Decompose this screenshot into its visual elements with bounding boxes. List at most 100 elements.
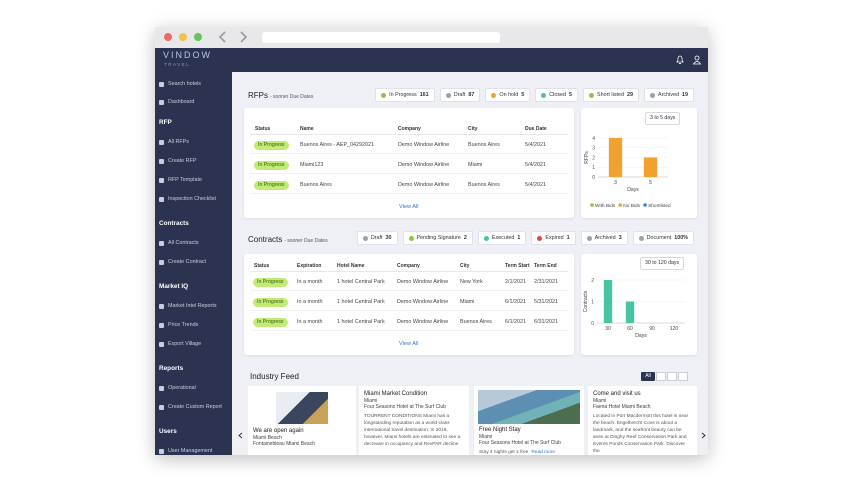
bell-icon[interactable] (675, 55, 685, 65)
sidebar-icon (159, 139, 164, 145)
url-bar[interactable] (262, 32, 500, 43)
status-badge[interactable]: Expired 1 (531, 231, 576, 245)
section-title-text: RFPs (248, 91, 268, 100)
status-badge[interactable]: Short listed 29 (583, 88, 640, 102)
table-cell: Miami (468, 162, 483, 168)
badge-icon (586, 235, 592, 241)
column-header[interactable]: Hotel Name (337, 263, 365, 269)
status-pill: In Progress (254, 180, 289, 190)
status-pill: In Progress (253, 317, 288, 327)
sidebar-icon (159, 158, 164, 164)
feed-filter-icon[interactable] (678, 372, 688, 381)
sidebar-link[interactable]: Inspection Checklist (168, 196, 216, 202)
status-pill: In Progress (254, 160, 289, 170)
column-header[interactable]: City (460, 263, 470, 269)
status-badge[interactable]: On hold 5 (485, 88, 531, 102)
column-header[interactable]: Term Start (505, 263, 530, 269)
sidebar-link[interactable]: User Management (168, 448, 213, 454)
legend-label: With Bids (595, 203, 616, 209)
column-header[interactable]: Due Date (525, 126, 547, 132)
sidebar-icon (159, 404, 164, 410)
legend-label: No Bids (623, 203, 640, 209)
close-dot[interactable] (164, 33, 172, 41)
status-badge[interactable]: Draft 30 (356, 231, 398, 245)
sidebar-link[interactable]: Market Intel Reports (168, 303, 217, 309)
sidebar-link[interactable]: All Contracts (168, 240, 199, 246)
y-tick-label: 0 (592, 175, 595, 181)
chart-panel (581, 254, 697, 355)
status-badge[interactable]: Draft 87 (439, 88, 481, 102)
sidebar-link[interactable]: All RFPs (168, 139, 189, 145)
sidebar-link[interactable]: Create Custom Report (168, 404, 222, 410)
badge-count: 30 (385, 235, 392, 241)
sidebar-link[interactable]: Dashboard (168, 99, 195, 105)
row-rule (250, 153, 568, 154)
status-badge[interactable]: In Progress 161 (375, 88, 435, 102)
sidebar-section: Reports (159, 365, 184, 372)
card-city: Miami Beach (253, 435, 282, 441)
card-text: TOURRENT CONDITIONS Miami has a longstan… (359, 413, 469, 448)
sidebar-icon (159, 448, 164, 454)
chart-filter-dropdown[interactable]: 30 to 120 days (640, 257, 685, 270)
status-badge[interactable]: Executed 1 (477, 231, 527, 245)
column-header[interactable]: Name (300, 126, 314, 132)
y-tick-label: 0 (591, 321, 594, 327)
sidebar-link[interactable]: Export Village (168, 341, 202, 347)
column-header[interactable]: Status (255, 126, 271, 132)
sidebar-link[interactable]: Create Contract (168, 259, 207, 265)
sidebar-icon (159, 341, 164, 347)
table-cell: New York (460, 279, 483, 285)
chart-filter-dropdown[interactable]: 3 to 5 days (645, 112, 681, 125)
view-all-link[interactable]: View All (399, 341, 419, 347)
user-icon[interactable] (692, 55, 702, 65)
status-badge[interactable]: Document 100% (632, 231, 694, 245)
sidebar-link[interactable]: Operational (168, 385, 196, 391)
status-badge[interactable]: Archived 19 (644, 88, 694, 102)
sidebar-link[interactable]: Search hotels (168, 81, 201, 87)
column-header[interactable]: Company (397, 263, 420, 269)
nav-arrows[interactable] (216, 30, 250, 44)
feed-filter-icon[interactable] (667, 372, 677, 381)
card-title: We are open again (253, 428, 304, 434)
x-tick-label: 60 (627, 326, 633, 332)
card-city: Miami (364, 398, 378, 404)
status-badge[interactable]: Pending Signature 2 (402, 231, 473, 245)
read-more-link[interactable]: Read more (531, 450, 556, 455)
maximize-dot[interactable] (194, 33, 202, 41)
sidebar-link[interactable]: Price Trends (168, 322, 199, 328)
view-all-link[interactable]: View All (399, 204, 419, 210)
badge-count: 2 (463, 235, 467, 241)
sidebar-link[interactable]: RFP Template (168, 177, 202, 183)
table-cell: 5/31/2021 (534, 299, 558, 305)
table-panel (244, 108, 574, 218)
feed-filter-icon[interactable] (656, 372, 666, 381)
column-header[interactable]: Company (398, 126, 421, 132)
feed-prev[interactable] (238, 432, 243, 442)
table-cell: Demo Window Airline (398, 182, 450, 188)
badge-count: 100% (674, 235, 688, 241)
feed-next[interactable] (701, 432, 706, 442)
column-header[interactable]: City (468, 126, 478, 132)
badge-count: 3 (618, 235, 622, 241)
table-panel (244, 254, 574, 355)
column-header[interactable]: Status (254, 263, 270, 269)
table-cell: 1 hotel Central Park (337, 319, 385, 325)
status-badge[interactable]: Archived 3 (580, 231, 628, 245)
feed-filter[interactable]: All (641, 372, 655, 381)
card-body: Stay 4 nights get 1 free (479, 450, 529, 455)
badge-label: Closed (549, 92, 567, 98)
minimize-dot[interactable] (179, 33, 187, 41)
sidebar-section: Contracts (159, 220, 189, 227)
row-rule (250, 330, 568, 331)
sidebar-icon (159, 259, 164, 265)
sidebar-link[interactable]: Create RFP (168, 158, 197, 164)
bar (603, 280, 613, 323)
table-cell: 2/31/2021 (534, 279, 558, 285)
card-body: Located in Port Macdermott this hotel is… (593, 414, 689, 454)
status-badge[interactable]: Closed 5 (535, 88, 579, 102)
x-tick-label: 120 (670, 326, 679, 332)
column-header[interactable]: Expiration (297, 263, 322, 269)
status-pill: In Progress (253, 277, 288, 287)
column-header[interactable]: Term End (534, 263, 557, 269)
logo[interactable]: VINDOW (163, 50, 212, 60)
